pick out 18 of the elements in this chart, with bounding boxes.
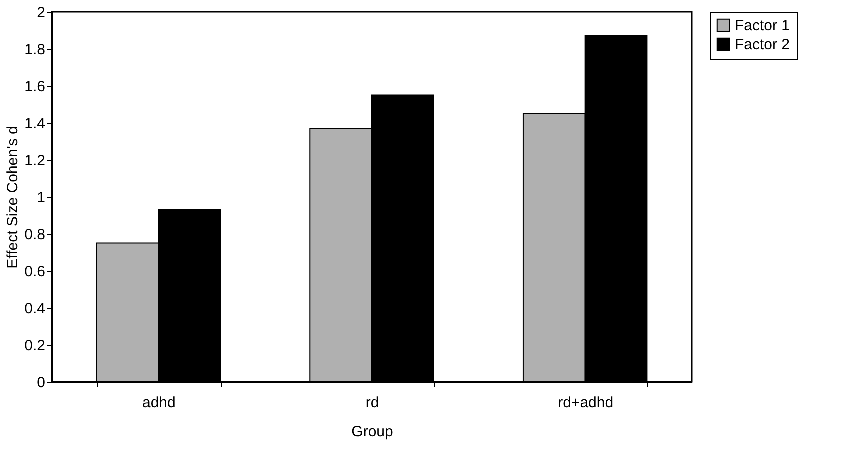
y-tick-label: 1.6 [24,78,46,96]
x-tick-label: adhd [142,394,176,412]
y-tick-label: 0 [37,374,46,392]
y-tick-label: 1.2 [24,152,46,170]
x-tick-label: rd+adhd [558,394,614,412]
y-tick-label: 1.4 [24,116,46,132]
legend-label: Factor 2 [735,36,790,54]
y-tick-label: 2 [37,4,46,22]
y-tick-label: 0.4 [24,300,46,318]
x-axis-title: Group [352,424,394,440]
legend-label: Factor 1 [735,18,790,34]
y-tick-label: 0.6 [24,264,46,280]
y-axis-title: Effect Size Cohen's d [4,126,22,269]
y-tick-label: 1 [37,190,46,206]
x-tick-label: rd [366,394,380,412]
y-tick-label: 1.8 [24,42,46,58]
y-tick-label: 0.2 [24,338,46,354]
y-tick-label: 0.8 [24,226,46,244]
